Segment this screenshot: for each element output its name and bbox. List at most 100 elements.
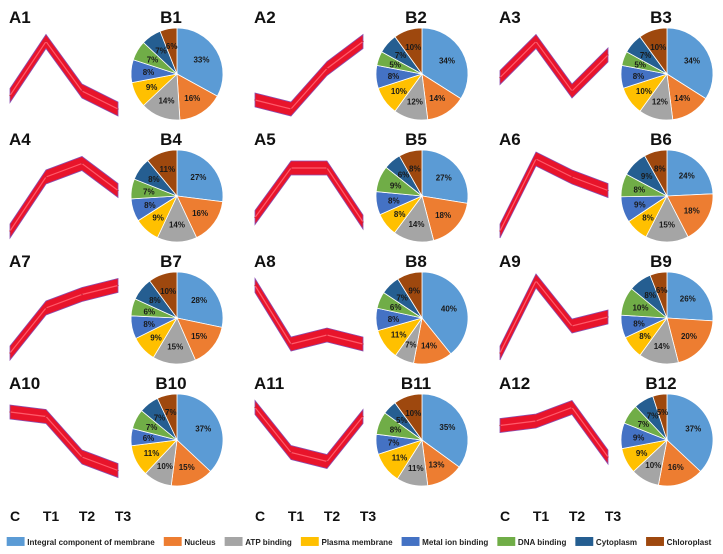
expression-band bbox=[499, 400, 609, 466]
timepoint-axis-labels: C T1 T2 T3 C T1 T2 T3 C T1 T2 T3 bbox=[10, 508, 621, 524]
slice-percent-label: 11% bbox=[160, 165, 176, 174]
profile-point bbox=[45, 40, 47, 43]
slice-percent-label: 14% bbox=[421, 342, 437, 351]
pie-slice bbox=[649, 271, 668, 319]
slice-percent-label: 5% bbox=[634, 60, 646, 69]
legend-item: Metal ion binding bbox=[401, 537, 488, 547]
profile-point bbox=[9, 230, 11, 232]
pie-slice bbox=[176, 195, 224, 239]
slice-percent-label: 14% bbox=[429, 94, 445, 103]
timepoint-label: T2 bbox=[569, 508, 586, 524]
expression-centroid-line bbox=[254, 167, 364, 223]
panel-label: B11 bbox=[401, 374, 431, 393]
pie-slice bbox=[666, 317, 714, 364]
profile-point bbox=[571, 176, 573, 178]
slice-percent-label: 8% bbox=[394, 210, 406, 219]
profile-point bbox=[571, 406, 573, 409]
panel-label: B5 bbox=[405, 130, 427, 149]
slice-percent-label: 40% bbox=[441, 305, 457, 314]
profile-point bbox=[362, 415, 364, 418]
slice-percent-label: 7% bbox=[388, 439, 400, 448]
legend-item: Cytoplasm bbox=[575, 537, 637, 547]
slice-percent-label: 18% bbox=[435, 211, 451, 220]
expression-centroid-line bbox=[9, 411, 119, 472]
slice-percent-label: 37% bbox=[195, 425, 211, 434]
pie-slice bbox=[421, 271, 469, 355]
expression-centroid-line bbox=[9, 162, 119, 232]
legend-swatch bbox=[300, 537, 319, 546]
panel-label: A10 bbox=[9, 374, 40, 393]
panel-label: A6 bbox=[499, 130, 521, 149]
slice-percent-label: 26% bbox=[680, 295, 696, 304]
profile-point bbox=[571, 90, 573, 92]
slice-percent-label: 11% bbox=[144, 449, 160, 458]
slice-percent-label: 10% bbox=[160, 287, 176, 296]
profile-point bbox=[290, 167, 292, 169]
expression-band bbox=[9, 277, 119, 362]
profile-point bbox=[499, 352, 501, 354]
panel-label: A7 bbox=[9, 252, 31, 271]
pie-slice bbox=[639, 27, 668, 76]
slice-percent-label: 11% bbox=[392, 454, 408, 463]
slice-percent-label: 5% bbox=[389, 60, 401, 69]
pie-slice bbox=[657, 439, 702, 487]
timepoint-label: C bbox=[255, 508, 265, 524]
slice-percent-label: 10% bbox=[645, 461, 661, 470]
profile-point bbox=[535, 420, 537, 422]
profile-panel-a4: A4 bbox=[9, 130, 119, 240]
slice-percent-label: 15% bbox=[659, 221, 675, 230]
profile-point bbox=[9, 352, 11, 354]
slice-percent-label: 9% bbox=[634, 201, 646, 210]
profile-point bbox=[9, 411, 11, 413]
slice-percent-label: 7% bbox=[640, 51, 652, 60]
slice-percent-label: 8% bbox=[388, 315, 400, 324]
slice-percent-label: 7% bbox=[155, 46, 167, 55]
legend-label: Nucleus bbox=[184, 538, 216, 547]
panel-label: B6 bbox=[650, 130, 672, 149]
panel-label: A12 bbox=[499, 374, 530, 393]
legend-swatch bbox=[575, 537, 594, 546]
pie-slice bbox=[176, 73, 218, 121]
profile-point bbox=[45, 415, 47, 418]
profile-point bbox=[81, 293, 83, 296]
legend-label: ATP binding bbox=[245, 538, 292, 547]
profile-point bbox=[607, 189, 609, 192]
pie-slice bbox=[421, 149, 469, 204]
slice-percent-label: 9% bbox=[408, 287, 420, 296]
legend-swatch bbox=[6, 537, 25, 546]
panel-label: A11 bbox=[254, 374, 284, 393]
legend-swatch bbox=[646, 537, 664, 546]
legend-label: DNA binding bbox=[518, 538, 567, 547]
slice-percent-label: 34% bbox=[684, 56, 700, 65]
slice-percent-label: 6% bbox=[398, 170, 410, 179]
timepoint-label: T1 bbox=[533, 508, 550, 524]
profile-point bbox=[607, 456, 609, 458]
timepoint-label: T3 bbox=[605, 508, 622, 524]
legend-swatch bbox=[401, 537, 420, 546]
slice-percent-label: 10% bbox=[650, 43, 666, 52]
timepoint-label: T3 bbox=[115, 508, 132, 524]
profile-panel-a7: A7 bbox=[9, 252, 119, 362]
slice-percent-label: 20% bbox=[681, 332, 697, 341]
slice-percent-label: 15% bbox=[179, 463, 195, 472]
timepoint-label: C bbox=[10, 508, 20, 524]
slice-percent-label: 10% bbox=[157, 462, 173, 471]
expression-centroid-line bbox=[499, 158, 609, 232]
slice-percent-label: 24% bbox=[679, 171, 695, 180]
timepoint-label: C bbox=[500, 508, 510, 524]
slice-percent-label: 16% bbox=[184, 94, 200, 103]
profile-point bbox=[607, 316, 609, 318]
profile-panel-a9: A9 bbox=[499, 252, 609, 361]
timepoint-label: T2 bbox=[79, 508, 96, 524]
profile-panel-a8: A8 bbox=[254, 252, 364, 352]
expression-band bbox=[9, 404, 119, 479]
slice-percent-label: 8% bbox=[148, 175, 160, 184]
profile-panel-a12: A12 bbox=[499, 374, 609, 466]
